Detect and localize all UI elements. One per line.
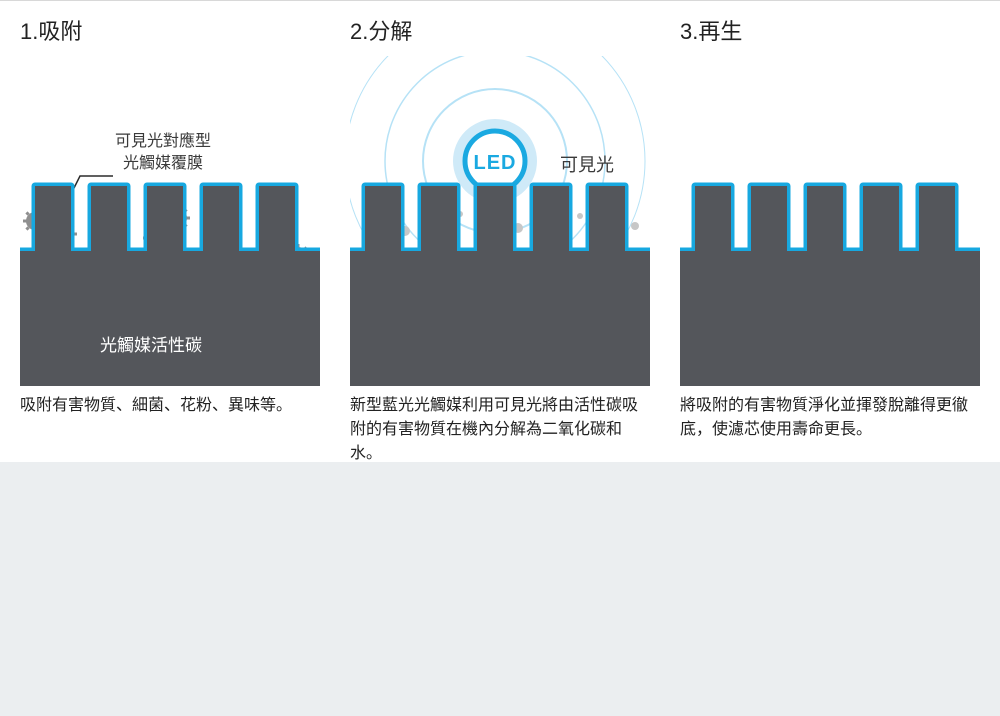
desc-3: 將吸附的有害物質淨化並揮發脫離得更徹底，使濾芯使用壽命更長。 bbox=[680, 394, 980, 442]
panel-title-1: 1.吸附 bbox=[20, 14, 320, 46]
desc-2: 新型藍光光觸媒利用可見光將由活性碳吸附的有害物質在機內分解為二氧化碳和水。 bbox=[350, 394, 650, 466]
desc-1: 吸附有害物質、細菌、花粉、異味等。 bbox=[20, 394, 320, 418]
panel-title-3: 3.再生 bbox=[680, 14, 980, 46]
comb-2 bbox=[350, 186, 650, 386]
annot-text-1b: 光觸媒覆膜 bbox=[123, 154, 203, 172]
panels-row: 1.吸附 可見光對應型 光觸媒覆膜 bbox=[20, 14, 980, 466]
figure-2-svg: LED 可見光 bbox=[350, 56, 650, 386]
bottom-band bbox=[0, 462, 1000, 716]
visible-light-label: 可見光 bbox=[560, 155, 614, 175]
top-divider bbox=[0, 0, 1000, 1]
annot-text-1a: 可見光對應型 bbox=[115, 131, 211, 150]
figure-1-svg: 可見光對應型 光觸媒覆膜 bbox=[20, 56, 320, 386]
figure-3-svg bbox=[680, 56, 980, 386]
led-label: LED bbox=[474, 152, 517, 174]
panel-adsorb: 1.吸附 可見光對應型 光觸媒覆膜 bbox=[20, 14, 320, 466]
figure-2: LED 可見光 bbox=[350, 56, 650, 386]
figure-1: 可見光對應型 光觸媒覆膜 bbox=[20, 56, 320, 386]
panel-title-2: 2.分解 bbox=[350, 14, 650, 46]
comb-3 bbox=[680, 186, 980, 386]
comb-1: 光觸媒活性碳 bbox=[20, 186, 320, 386]
panel-decompose: 2.分解 LED 可見光 bbox=[350, 14, 650, 466]
base-label: 光觸媒活性碳 bbox=[100, 336, 202, 355]
panel-regen: 3.再生 將吸附的有害物質淨化並揮發脫離得更徹底，使濾芯使用壽命更長。 bbox=[680, 14, 980, 466]
figure-3 bbox=[680, 56, 980, 386]
